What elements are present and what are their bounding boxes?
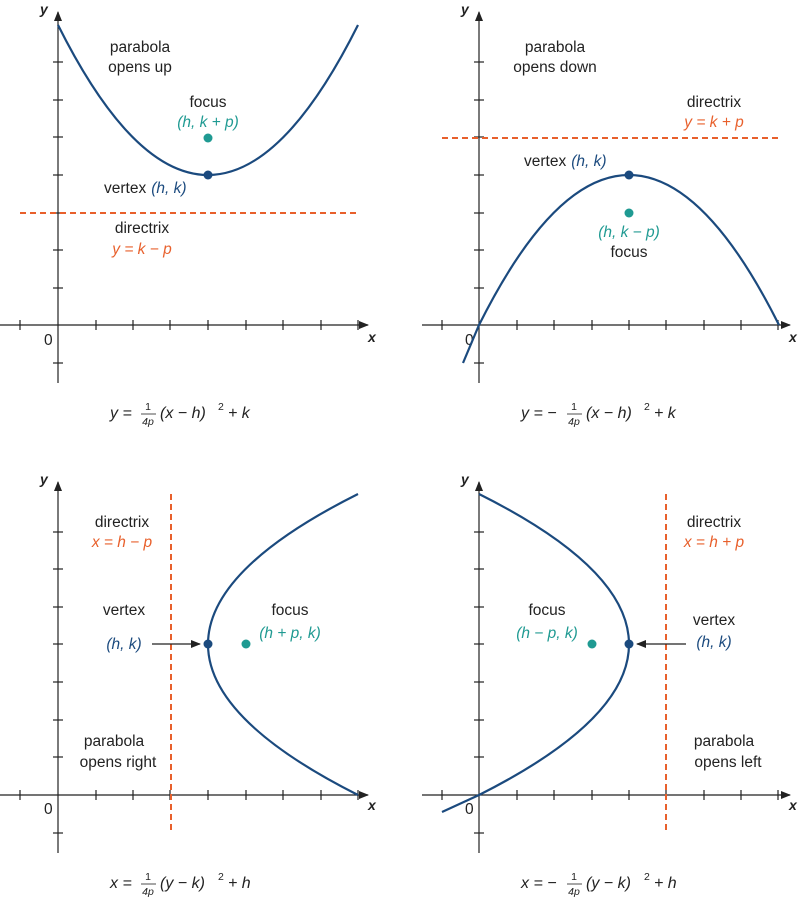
focus-label: focus [610,244,647,261]
directrix-label: directrix [115,220,170,237]
equation-tail: + k [654,405,677,422]
title-line2: opens left [694,754,762,771]
vertex-point [203,170,213,180]
focus-coordinates: (h − p, k) [516,625,578,642]
equation-numerator: 1 [571,401,577,413]
directrix-equation: x = h + p [683,534,745,551]
focus-label: focus [528,602,565,619]
y-axis [53,11,63,383]
title-line1: parabola [110,39,171,56]
directrix-equation: x = h − p [91,534,153,551]
origin-label: 0 [44,332,53,349]
parabola-curve [461,173,780,364]
vertex-word: vertex [104,180,146,197]
vertex-point [624,170,634,180]
vertex-point [624,639,634,649]
vertex-coordinates: (h, k) [696,634,731,651]
title-line2: opens down [513,59,597,76]
focus-coordinates: (h, k − p) [598,224,660,241]
x-axis [0,320,369,330]
y-axis-label: y [39,471,49,487]
equation-tail: + k [228,405,251,422]
equation-exponent: 2 [644,871,650,883]
vertex-coordinates: (h, k) [571,153,606,170]
y-axis-label: y [460,1,470,17]
y-axis [53,481,63,853]
focus-point [241,639,251,649]
equation-rhs: (y − k) [160,875,205,892]
vertex-label: vertex (h, k) [104,180,187,197]
directrix-equation: y = k − p [111,241,172,258]
vertex-coordinates: (h, k) [151,180,186,197]
panel-opens-right: x y 0 directrix x = h − p vertex (h, k) … [0,471,377,898]
vertex-label: vertex (h, k) [524,153,607,170]
equation-rhs: (x − h) [586,405,632,422]
panel-opens-up: x y 0 parabola opens up focus (h, k + p)… [0,1,377,428]
vertex-word: vertex [524,153,566,170]
focus-coordinates: (h + p, k) [259,625,321,642]
focus-coordinates: (h, k + p) [177,114,239,131]
equation-exponent: 2 [218,401,224,413]
y-axis-label: y [39,1,49,17]
equation: y = 1 4p (x − h) 2 + k [109,401,251,428]
equation-exponent: 2 [218,871,224,883]
directrix-label: directrix [95,514,150,531]
x-axis-label: x [367,329,377,345]
equation-lhs: x = − [520,875,557,892]
panel-opens-down: x y 0 parabola opens down directrix y = … [422,1,798,428]
focus-point [203,133,213,143]
directrix-equation: y = k + p [683,114,744,131]
equation-lhs: x = [109,875,132,892]
equation-lhs: y = − [520,405,557,422]
title-line1: parabola [84,733,145,750]
focus-point [624,208,634,218]
equation-numerator: 1 [145,401,151,413]
origin-label: 0 [44,801,53,818]
title-line1: parabola [525,39,586,56]
equation: x = 1 4p (y − k) 2 + h [109,871,251,898]
equation-numerator: 1 [145,871,151,883]
equation-tail: + h [228,875,251,892]
equation-denominator: 4p [568,886,580,898]
title-line2: opens right [80,754,157,771]
x-axis [0,790,369,800]
equation-tail: + h [654,875,677,892]
equation-rhs: (x − h) [160,405,206,422]
focus-point [587,639,597,649]
equation-numerator: 1 [571,871,577,883]
vertex-point [203,639,213,649]
equation-lhs: y = [109,405,132,422]
equation-exponent: 2 [644,401,650,413]
vertex-label: vertex [103,602,145,619]
title-line2: opens up [108,59,172,76]
directrix-label: directrix [687,514,742,531]
vertex-coordinates: (h, k) [106,636,141,653]
vertex-label: vertex [693,612,735,629]
x-axis-label: x [788,797,798,813]
equation-denominator: 4p [568,416,580,428]
equation-denominator: 4p [142,886,154,898]
equation-rhs: (y − k) [586,875,631,892]
x-axis-label: x [788,329,798,345]
equation: x = − 1 4p (y − k) 2 + h [520,871,677,898]
origin-label: 0 [465,332,474,349]
y-axis-label: y [460,471,470,487]
y-axis [474,481,484,853]
title-line1: parabola [694,733,755,750]
equation-denominator: 4p [142,416,154,428]
focus-label: focus [271,602,308,619]
equation: y = − 1 4p (x − h) 2 + k [520,401,677,428]
panel-opens-left: x y 0 directrix x = h + p focus (h − p, … [422,471,798,898]
directrix-label: directrix [687,94,742,111]
origin-label: 0 [465,801,474,818]
x-axis [422,320,791,330]
x-axis-label: x [367,797,377,813]
parabola-curve [206,493,359,796]
focus-label: focus [189,94,226,111]
parabola-curve [441,493,631,813]
